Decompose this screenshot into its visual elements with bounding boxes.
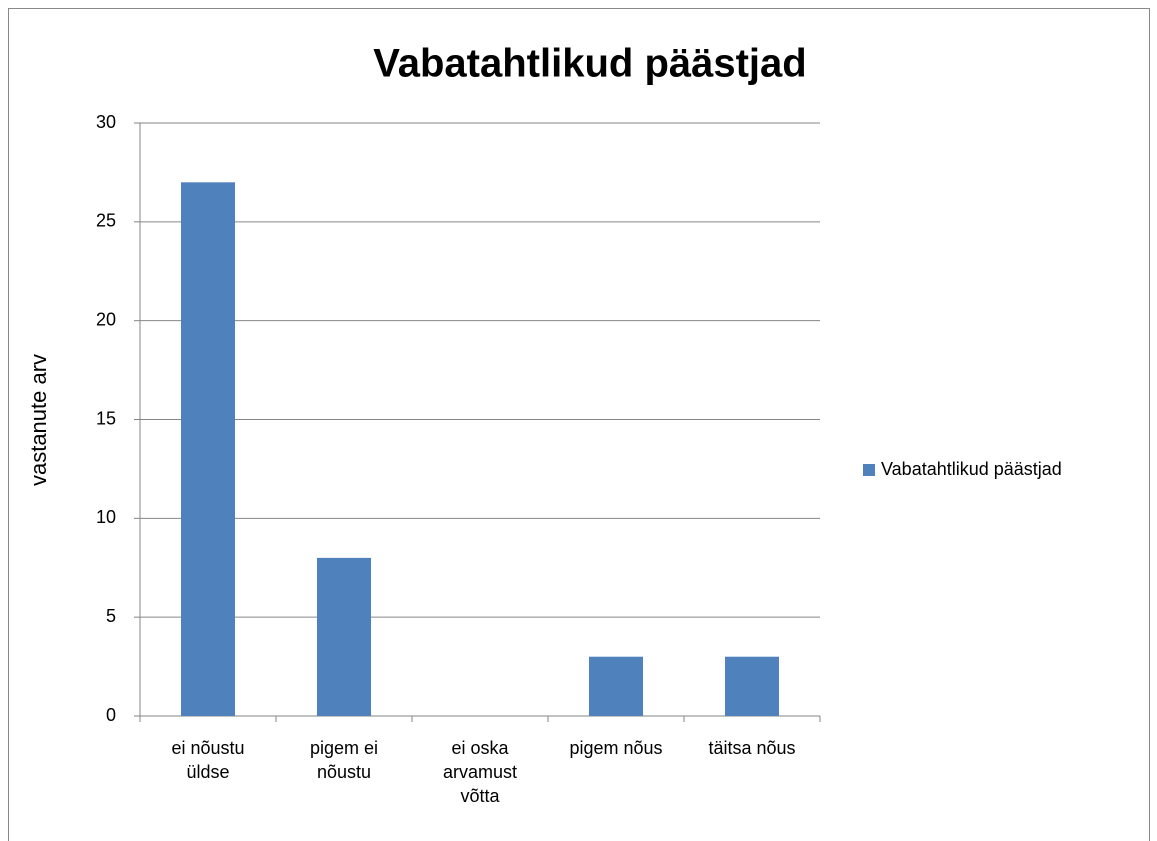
x-tick-label: pigem ei nõustu (310, 738, 378, 782)
y-axis-label: vastanute arv (26, 354, 51, 486)
x-tick-label: täitsa nõus (708, 738, 795, 758)
chart-border (8, 8, 1150, 841)
bar (317, 557, 371, 716)
y-tick-label: 5 (106, 606, 116, 626)
chart-title: Vabatahtlikud päästjad (373, 42, 806, 86)
x-tick-label: ei nõustu üldse (171, 738, 244, 782)
y-tick-label: 0 (106, 705, 116, 725)
legend-swatch (863, 464, 875, 476)
legend-label: Vabatahtlikud päästjad (881, 459, 1062, 479)
y-tick-label: 30 (96, 112, 116, 132)
x-tick-label: ei oska arvamust võtta (443, 738, 517, 806)
y-tick-label: 25 (96, 211, 116, 231)
y-tick-label: 10 (96, 507, 116, 527)
bar (181, 182, 235, 717)
y-tick-label: 20 (96, 309, 116, 329)
x-tick-label: pigem nõus (569, 738, 662, 758)
bar (589, 656, 643, 716)
bar (725, 656, 779, 716)
y-tick-label: 15 (96, 408, 116, 428)
